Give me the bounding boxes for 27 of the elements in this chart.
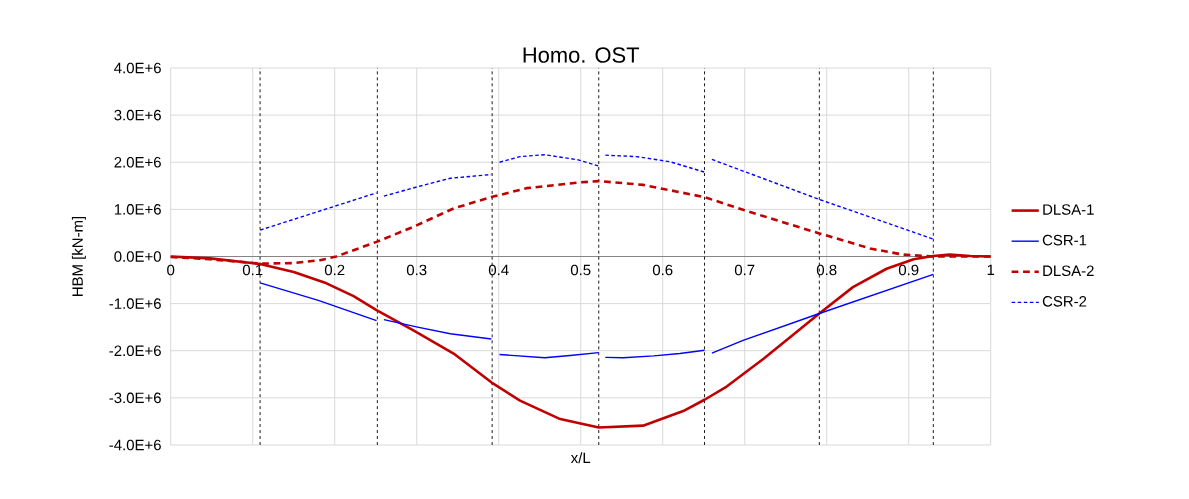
x-tick-label: 0.3 (406, 264, 427, 276)
x-tick-label: 1 (987, 264, 995, 275)
x-tick-label: 0.5 (570, 264, 591, 276)
legend-label: DLSA-2 (1043, 265, 1094, 277)
y-tick-label: 1.0E+6 (114, 204, 161, 215)
x-tick-label: 0.6 (652, 264, 673, 276)
legend-label: CSR-2 (1042, 296, 1087, 307)
legend-label: DLSA-1 (1043, 204, 1094, 215)
y-tick-label: 2.0E+6 (114, 156, 161, 168)
y-tick-label: -3.0E+6 (109, 392, 161, 404)
x-tick-label: 0.2 (324, 264, 345, 276)
chart-title: Homo. OST (523, 47, 640, 63)
y-tick-label: -1.0E+6 (109, 298, 161, 309)
y-tick-label: -4.0E+6 (109, 439, 161, 451)
x-tick-label: 0 (167, 264, 175, 276)
x-axis-title: x/L (570, 452, 591, 464)
x-tick-label: 0.4 (488, 264, 509, 276)
y-tick-label: 0.0E+0 (114, 251, 161, 262)
y-tick-label: -2.0E+6 (109, 345, 161, 357)
y-tick-label: 3.0E+6 (114, 109, 161, 121)
y-tick-label: 4.0E+6 (114, 62, 161, 74)
x-tick-label: 0.9 (898, 264, 919, 276)
x-tick-label: 0.1 (242, 264, 263, 276)
x-tick-label: 0.8 (816, 264, 837, 276)
y-axis-title: HBM [kN-m] (71, 216, 86, 296)
x-tick-label: 0.7 (734, 264, 755, 276)
legend-label: CSR-1 (1042, 234, 1087, 246)
